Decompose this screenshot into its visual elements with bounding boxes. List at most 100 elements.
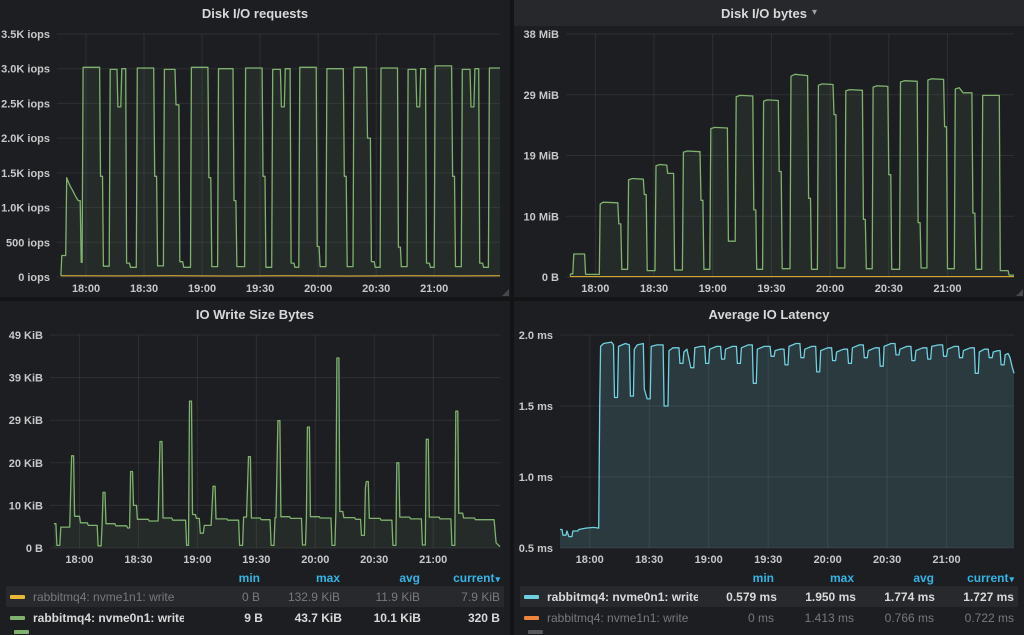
svg-text:39 KiB: 39 KiB: [9, 373, 43, 385]
legend-header: min max avg current▾: [520, 569, 1018, 586]
svg-text:18:00: 18:00: [581, 283, 609, 295]
svg-text:1.5K iops: 1.5K iops: [1, 168, 50, 180]
svg-text:19 MiB: 19 MiB: [524, 151, 560, 163]
legend-table: min max avg current▾ rabbitmq4: nvme1n1:…: [0, 568, 510, 635]
svg-text:2.0 ms: 2.0 ms: [519, 330, 553, 342]
legend-col-current[interactable]: current▾: [420, 571, 500, 585]
series-color-swatch[interactable]: [524, 594, 539, 599]
legend-value-min: 9 B: [244, 610, 263, 625]
legend-value-avg: 10.1 KiB: [373, 610, 421, 625]
legend-table: min max avg current▾ rabbitmq4: nvme0n1:…: [514, 568, 1024, 635]
svg-text:18:30: 18:30: [640, 283, 668, 295]
panel-resize-handle[interactable]: [502, 289, 509, 296]
panel-header[interactable]: Average IO Latency: [514, 301, 1024, 327]
legend-value-avg: 0.766 ms: [884, 610, 934, 625]
series-color-swatch[interactable]: [10, 615, 25, 620]
svg-text:19:00: 19:00: [183, 554, 211, 566]
panel-io-write-size-bytes: IO Write Size Bytes 0 B 10 KiB 20 KiB 29 Ki…: [0, 301, 510, 635]
average-io-latency-chart[interactable]: 0.5 ms 1.0 ms 1.5 ms 2.0 ms 18:00 18:30 19:00 1…: [514, 327, 1024, 568]
svg-text:19:00: 19:00: [699, 283, 727, 295]
svg-text:20:00: 20:00: [816, 283, 844, 295]
svg-text:1.0 ms: 1.0 ms: [519, 472, 553, 484]
svg-text:18:00: 18:00: [576, 554, 604, 566]
legend-value-max: 132.9 KiB: [287, 589, 340, 604]
svg-text:2.5K iops: 2.5K iops: [1, 98, 50, 110]
legend-col-current-label: current: [453, 570, 495, 585]
svg-text:18:30: 18:30: [635, 554, 663, 566]
svg-text:20:30: 20:30: [875, 283, 903, 295]
legend-value-current: 1.727 ms: [963, 589, 1014, 604]
legend-value-avg: 11.9 KiB: [375, 589, 420, 604]
svg-text:20:30: 20:30: [362, 283, 390, 295]
panel-title[interactable]: Disk I/O requests: [201, 5, 309, 21]
svg-text:19:30: 19:30: [246, 283, 274, 295]
legend-value-current: 320 B: [467, 610, 500, 625]
svg-text:21:00: 21:00: [420, 283, 448, 295]
svg-text:29 KiB: 29 KiB: [9, 415, 43, 427]
legend-value-min: 0 ms: [747, 610, 774, 625]
disk-io-requests-chart[interactable]: 0 iops 500 iops 1.0K iops 1.5K iops 2.0K iop…: [0, 26, 510, 297]
legend-col-min[interactable]: min: [238, 570, 260, 585]
series-color-swatch[interactable]: [10, 594, 25, 599]
svg-text:19:00: 19:00: [695, 554, 723, 566]
svg-text:1.5 ms: 1.5 ms: [519, 401, 553, 413]
legend-col-avg[interactable]: avg: [913, 570, 934, 585]
sort-desc-icon: ▾: [495, 573, 500, 584]
series-color-swatch: [528, 630, 543, 634]
svg-text:20:00: 20:00: [814, 554, 842, 566]
legend-col-max[interactable]: max: [829, 570, 854, 585]
svg-text:3.5K iops: 3.5K iops: [1, 29, 50, 41]
panel-title[interactable]: IO Write Size Bytes: [195, 306, 315, 322]
svg-text:21:00: 21:00: [933, 554, 961, 566]
svg-text:0 B: 0 B: [542, 272, 559, 284]
panel-disk-io-requests: Disk I/O requests 0 iops 500 iops 1.0K iop…: [0, 0, 510, 297]
svg-text:29 MiB: 29 MiB: [524, 90, 560, 102]
svg-text:10 MiB: 10 MiB: [524, 211, 560, 223]
disk-io-bytes-chart[interactable]: 0 B 10 MiB 19 MiB 29 MiB 38 MiB 18:00 18:30 19:…: [514, 26, 1024, 297]
legend-col-avg[interactable]: avg: [399, 570, 420, 585]
legend-col-current[interactable]: current▾: [934, 571, 1014, 585]
svg-text:20:00: 20:00: [301, 554, 329, 566]
legend-col-max[interactable]: max: [315, 570, 340, 585]
caret-down-icon[interactable]: ▾: [811, 7, 817, 18]
panel-header[interactable]: IO Write Size Bytes: [0, 301, 510, 327]
svg-text:20:00: 20:00: [304, 283, 332, 295]
svg-text:20 KiB: 20 KiB: [9, 458, 43, 470]
svg-text:0 iops: 0 iops: [18, 272, 50, 284]
svg-text:0 B: 0 B: [26, 543, 43, 555]
panel-average-io-latency: Average IO Latency 0.5 ms 1.0 ms 1.5 ms 2.0…: [514, 301, 1024, 635]
svg-text:20:30: 20:30: [873, 554, 901, 566]
panel-resize-handle[interactable]: [1016, 289, 1023, 296]
series-name[interactable]: rabbitmq4: nvme1n1: write: [547, 610, 689, 625]
svg-text:0.5 ms: 0.5 ms: [519, 543, 553, 555]
legend-row: rabbitmq4: nvme0n1: write 9 B 43.7 KiB 1…: [6, 607, 504, 628]
legend-value-current: 7.9 KiB: [461, 589, 500, 604]
legend-value-max: 43.7 KiB: [294, 610, 342, 625]
svg-text:19:30: 19:30: [757, 283, 785, 295]
legend-value-min: 0 B: [241, 589, 260, 604]
svg-text:21:00: 21:00: [933, 283, 961, 295]
series-color-swatch: [14, 630, 29, 634]
svg-text:18:30: 18:30: [124, 554, 152, 566]
svg-text:21:00: 21:00: [419, 554, 447, 566]
legend-col-min[interactable]: min: [752, 570, 774, 585]
panel-title[interactable]: Average IO Latency: [708, 306, 830, 322]
panel-title[interactable]: Disk I/O bytes: [720, 5, 807, 21]
series-name[interactable]: rabbitmq4: nvme0n1: write: [33, 610, 184, 625]
legend-value-max: 1.413 ms: [804, 610, 854, 625]
svg-text:3.0K iops: 3.0K iops: [1, 64, 50, 76]
svg-text:1.0K iops: 1.0K iops: [1, 203, 50, 215]
svg-text:500 iops: 500 iops: [6, 237, 50, 249]
svg-text:19:00: 19:00: [188, 283, 216, 295]
legend-col-current-label: current: [967, 570, 1009, 585]
panel-header[interactable]: Disk I/O bytes ▾: [514, 0, 1024, 26]
io-write-size-chart[interactable]: 0 B 10 KiB 20 KiB 29 KiB 39 KiB 49 KiB 18:00 18…: [0, 327, 510, 568]
series-name[interactable]: rabbitmq4: nvme1n1: write: [33, 589, 175, 604]
legend-value-avg: 1.774 ms: [884, 589, 935, 604]
svg-text:10 KiB: 10 KiB: [9, 500, 43, 512]
series-color-swatch[interactable]: [524, 615, 539, 620]
panel-disk-io-bytes: Disk I/O bytes ▾ 0 B 10 MiB 19 MiB 29 MiB 38…: [514, 0, 1024, 297]
panel-header[interactable]: Disk I/O requests: [0, 0, 510, 26]
series-name[interactable]: rabbitmq4: nvme0n1: write: [547, 589, 698, 604]
